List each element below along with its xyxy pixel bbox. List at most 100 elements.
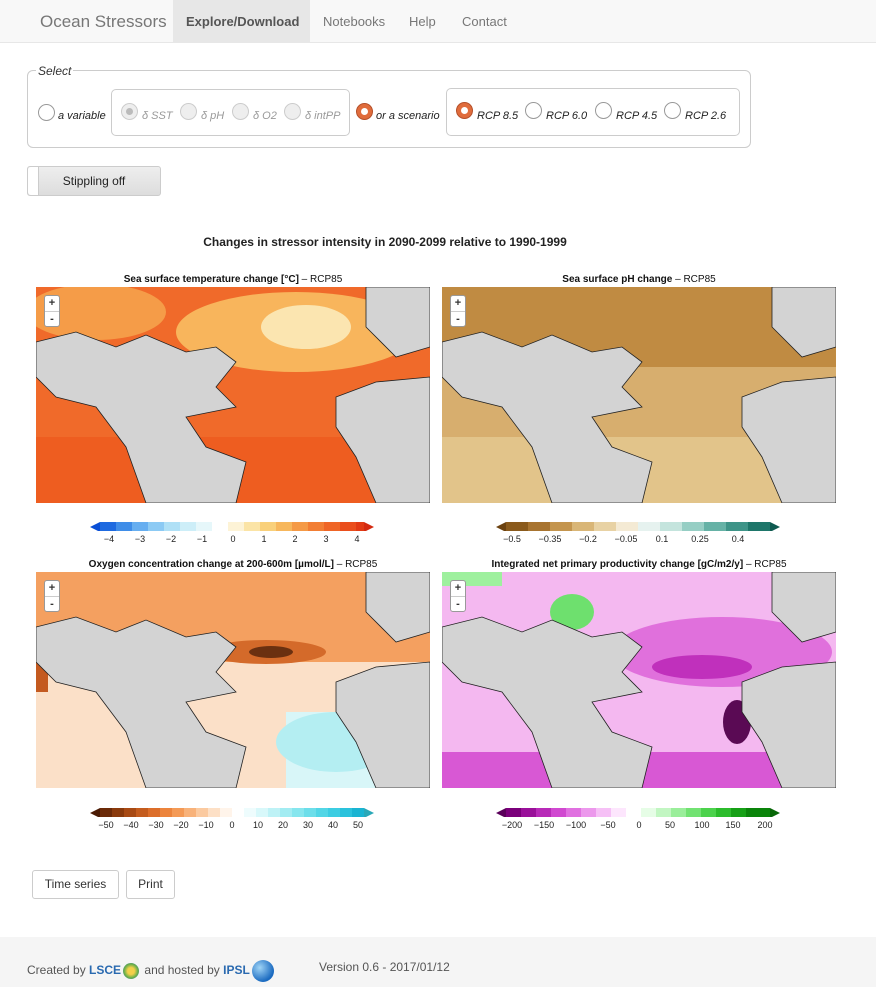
tick-label: 0	[230, 534, 236, 544]
tick-label: −10	[198, 820, 214, 830]
radio-ph[interactable]	[180, 103, 197, 120]
tick-label: −200	[501, 820, 523, 830]
tick-label: −30	[148, 820, 164, 830]
tick-label: 30	[302, 820, 314, 830]
radio-rcp85[interactable]	[456, 102, 473, 119]
map-sst[interactable]: + -	[36, 287, 430, 503]
navbar: Ocean Stressors Explore/Download Noteboo…	[0, 0, 876, 43]
tick-label: 50	[664, 820, 676, 830]
map-title-o2-scenario: – RCP85	[333, 559, 378, 570]
map-ph-image	[442, 287, 836, 503]
radio-rcp45[interactable]	[595, 102, 612, 119]
tick-label: 3	[323, 534, 329, 544]
tick-label: 4	[354, 534, 360, 544]
map-title-ph-variable: Sea surface pH change	[562, 274, 673, 285]
footer-version: Version 0.6 - 2017/01/12	[319, 960, 450, 974]
lsce-link[interactable]: LSCE	[89, 963, 122, 978]
zoom-in-button[interactable]: +	[48, 582, 56, 594]
radio-o2-label: δ O2	[253, 110, 277, 122]
select-legend: Select	[36, 64, 74, 78]
radio-rcp60-label: RCP 6.0	[546, 110, 588, 122]
map-title-intpp: Integrated net primary productivity chan…	[442, 559, 836, 570]
colorbar-ph	[496, 522, 780, 531]
footer-credits: Created by LSCE and hosted by IPSL	[27, 960, 276, 982]
tick-label: 20	[277, 820, 289, 830]
zoom-out-button[interactable]: -	[45, 596, 59, 611]
nav-contact[interactable]: Contact	[462, 14, 507, 29]
tick-label: −0.05	[614, 534, 638, 544]
tick-label: 0.4	[731, 534, 745, 544]
map-title-intpp-scenario: – RCP85	[743, 559, 787, 570]
tick-label: −150	[533, 820, 555, 830]
brand-link[interactable]: Ocean Stressors	[40, 12, 167, 31]
radio-scenario[interactable]	[356, 103, 373, 120]
tick-label: −0.35	[538, 534, 562, 544]
footer-created-by: Created by	[27, 963, 86, 978]
radio-sst[interactable]	[121, 103, 138, 120]
zoom-out-button[interactable]: -	[45, 311, 59, 326]
zoom-out-button[interactable]: -	[451, 311, 465, 326]
tick-label: −50	[600, 820, 616, 830]
nav-explore-download[interactable]: Explore/Download	[173, 0, 310, 43]
radio-o2[interactable]	[232, 103, 249, 120]
tick-label: 0.25	[691, 534, 709, 544]
map-title-ph: Sea surface pH change – RCP85	[442, 274, 836, 285]
radio-rcp85-label: RCP 8.5	[477, 110, 519, 122]
zoom-out-button[interactable]: -	[451, 596, 465, 611]
print-button[interactable]: Print	[126, 870, 175, 899]
map-intpp-zoom: + -	[450, 580, 466, 612]
tick-label: −4	[103, 534, 115, 544]
tick-label: 0.1	[655, 534, 669, 544]
radio-rcp45-label: RCP 4.5	[616, 110, 658, 122]
footer	[0, 937, 876, 987]
nav-notebooks[interactable]: Notebooks	[323, 14, 386, 29]
map-title-sst: Sea surface temperature change [°C] – RC…	[36, 274, 430, 285]
radio-intpp-label: δ intPP	[305, 110, 341, 122]
radio-variable[interactable]	[38, 104, 55, 121]
tick-label: 150	[725, 820, 741, 830]
lsce-logo-icon	[123, 963, 140, 979]
scenario-group	[446, 88, 740, 136]
tick-label: 0	[229, 820, 235, 830]
map-intpp-image	[442, 572, 836, 788]
page-title: Changes in stressor intensity in 2090-20…	[203, 235, 567, 249]
nav-help[interactable]: Help	[409, 14, 436, 29]
tick-label: −0.2	[579, 534, 597, 544]
map-ph-zoom: + -	[450, 295, 466, 327]
colorbar-sst-ticks: −4 −3 −2 −1 0 1 2 3 4	[90, 534, 374, 546]
tick-label: −1	[196, 534, 208, 544]
time-series-button[interactable]: Time series	[32, 870, 119, 899]
zoom-in-button[interactable]: +	[454, 582, 462, 594]
map-o2-zoom: + -	[44, 580, 60, 612]
footer-hosted-by: and hosted by	[144, 963, 220, 978]
select-fieldset	[27, 70, 751, 148]
tick-label: −40	[123, 820, 139, 830]
colorbar-intpp-ticks: −200 −150 −100 −50 0 50 100 150 200	[496, 820, 780, 832]
zoom-in-button[interactable]: +	[48, 297, 56, 309]
colorbar-sst	[90, 522, 374, 531]
ipsl-link[interactable]: IPSL	[223, 963, 250, 978]
tick-label: −100	[565, 820, 587, 830]
map-title-sst-scenario: – RCP85	[298, 274, 343, 285]
map-title-o2-variable: Oxygen concentration change at 200-600m …	[88, 559, 334, 570]
radio-intpp[interactable]	[284, 103, 301, 120]
zoom-in-button[interactable]: +	[454, 297, 462, 309]
tick-label: −0.5	[503, 534, 521, 544]
variable-group	[111, 89, 350, 136]
tick-label: −50	[98, 820, 114, 830]
colorbar-o2	[90, 808, 374, 817]
tick-label: 10	[252, 820, 264, 830]
colorbar-ph-ticks: −0.5 −0.35 −0.2 −0.05 0.1 0.25 0.4	[496, 534, 780, 546]
radio-rcp60[interactable]	[525, 102, 542, 119]
stippling-toggle[interactable]: Stippling off	[27, 166, 161, 196]
map-o2[interactable]: + -	[36, 572, 430, 788]
map-intpp[interactable]: + -	[442, 572, 836, 788]
tick-label: −20	[173, 820, 189, 830]
radio-rcp26[interactable]	[664, 102, 681, 119]
map-o2-image	[36, 572, 430, 788]
map-sst-image	[36, 287, 430, 503]
map-title-ph-scenario: – RCP85	[672, 274, 716, 285]
colorbar-intpp	[496, 808, 780, 817]
map-ph[interactable]: + -	[442, 287, 836, 503]
tick-label: 200	[757, 820, 773, 830]
